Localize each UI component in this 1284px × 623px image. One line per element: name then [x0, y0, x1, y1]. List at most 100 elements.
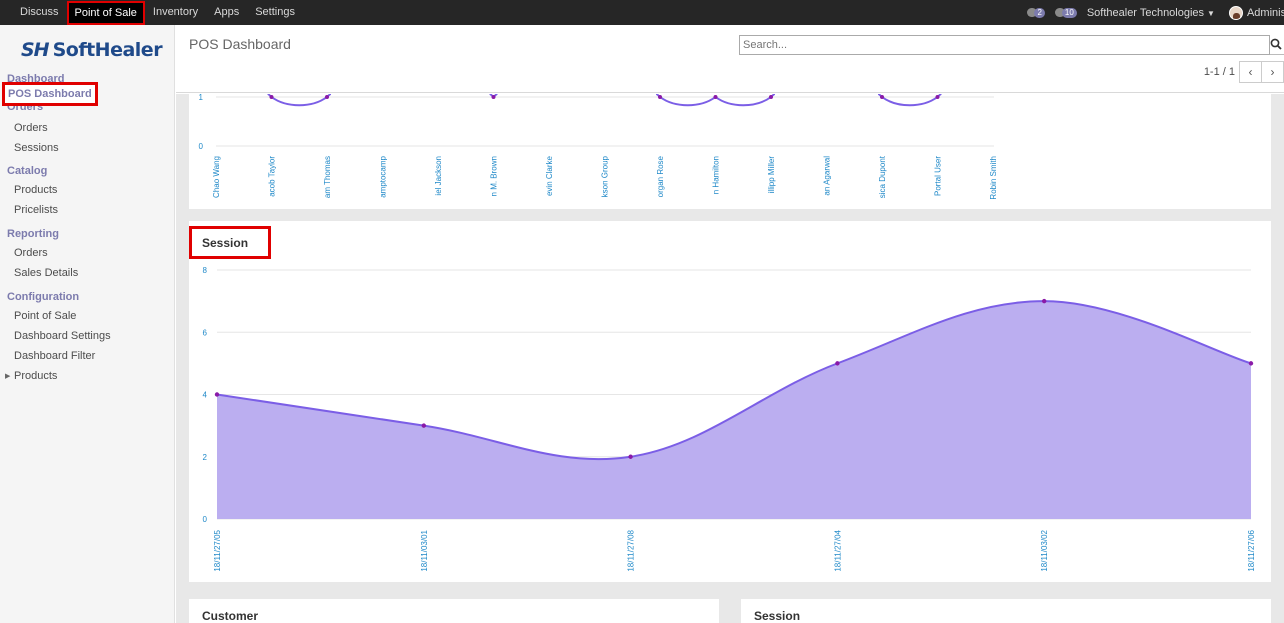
menu-item-inventory[interactable]: Inventory — [152, 6, 199, 18]
session-card: Session — [741, 599, 1271, 623]
systray: 2 10 Softhealer Technologies▼ Administra… — [1027, 0, 1284, 25]
data-point — [769, 95, 773, 99]
y-tick-label: 1 — [199, 94, 204, 102]
menu-item-settings[interactable]: Settings — [255, 6, 295, 18]
activity-count: 2 — [1034, 7, 1045, 18]
control-panel: POS Dashboard 1-1 / 1 ‹ › — [176, 25, 1284, 93]
pager-next-button[interactable]: › — [1261, 61, 1284, 83]
sidebar-item-point-of-sale[interactable]: Point of Sale — [14, 310, 77, 322]
x-tick-label: amptocamp — [379, 155, 388, 197]
company-logo: SH SoftHealer — [21, 39, 163, 61]
data-point — [1042, 298, 1047, 304]
customer-line-chart: 0 1 Chao Wang acob Taylor am Thomas amptocamp… — [199, 94, 998, 200]
x-tick-label: sica Dupont — [878, 155, 887, 198]
x-tick-label: acob Taylor — [268, 156, 277, 197]
session-area-chart: 0 2 4 6 8 18/11/27/05 18/11/03/01 18/11/27/08 18… — [203, 266, 1256, 572]
y-tick-label: 6 — [203, 328, 208, 337]
menu-item-point-of-sale[interactable]: Point of Sale — [66, 1, 145, 25]
caret-right-icon[interactable]: ▶ — [5, 373, 11, 380]
message-count: 10 — [1061, 7, 1077, 18]
sidebar-item-orders[interactable]: Orders — [14, 122, 48, 134]
series-line — [270, 96, 328, 107]
pager-value[interactable]: 1-1 / 1 — [1203, 66, 1235, 78]
x-tick-label: 18/11/27/06 — [1247, 529, 1256, 571]
session-chart-title: Session — [189, 226, 272, 259]
caret-down-icon: ▼ — [1207, 8, 1215, 18]
data-point — [628, 454, 633, 459]
menu-item-apps[interactable]: Apps — [214, 6, 240, 18]
session-card-title: Session — [754, 609, 801, 623]
data-point — [269, 95, 274, 99]
sidebar-section-catalog[interactable]: Catalog — [7, 165, 48, 177]
sidebar-item-products[interactable]: Products — [14, 184, 58, 196]
y-tick-label: 8 — [203, 266, 208, 275]
customer-card-title: Customer — [202, 609, 259, 623]
x-tick-label: evin Clarke — [545, 155, 554, 196]
company-switcher[interactable]: Softhealer Technologies ▼ — [1087, 7, 1215, 19]
series-line — [881, 96, 939, 107]
dashboard-content: 0 1 Chao Wang acob Taylor am Thomas amptocamp… — [176, 94, 1284, 623]
y-tick-label: 2 — [203, 453, 208, 462]
menu-item-discuss[interactable]: Discuss — [20, 6, 59, 18]
x-tick-label: 18/11/27/04 — [833, 529, 842, 571]
sidebar-item-reporting-orders[interactable]: Orders — [14, 247, 48, 259]
data-point — [880, 95, 884, 99]
sidebar-item-pos-dashboard[interactable]: POS Dashboard — [2, 82, 98, 106]
x-tick-label: 18/11/03/01 — [420, 529, 429, 571]
search-input[interactable] — [739, 34, 1270, 55]
data-point — [325, 95, 329, 99]
x-tick-label: 18/11/27/08 — [627, 529, 636, 571]
x-tick-label: illipp Miller — [767, 156, 776, 194]
x-tick-label: iel Jackson — [434, 156, 443, 196]
sidebar-item-sessions[interactable]: Sessions — [14, 142, 59, 154]
app-menu: Discuss Point of Sale Inventory Apps Setting… — [0, 0, 303, 25]
data-point — [935, 95, 940, 99]
activity-button[interactable]: 2 — [1027, 7, 1045, 18]
pager: 1-1 / 1 ‹ › — [1204, 61, 1284, 83]
x-tick-label: 18/11/03/02 — [1040, 529, 1049, 571]
x-tick-label: n Hamilton — [712, 156, 721, 194]
data-point — [835, 361, 840, 366]
x-tick-label: n M. Brown — [490, 156, 499, 196]
x-tick-label: am Thomas — [323, 156, 332, 198]
series-area — [217, 301, 1251, 519]
data-point — [491, 95, 496, 99]
messaging-button[interactable]: 10 — [1054, 7, 1077, 18]
customer-chart-card: 0 1 Chao Wang acob Taylor am Thomas amptocamp… — [189, 94, 1271, 209]
sidebar-item-dashboard-filter[interactable]: Dashboard Filter — [14, 350, 96, 362]
chat-icon — [1054, 8, 1065, 17]
x-tick-label: 18/11/27/05 — [213, 529, 222, 571]
series-line — [659, 96, 717, 107]
sidebar-item-sales-details[interactable]: Sales Details — [14, 267, 79, 279]
sidebar-item-dashboard-settings[interactable]: Dashboard Settings — [14, 330, 111, 342]
user-menu[interactable]: Administrat — [1228, 5, 1284, 20]
y-tick-label: 0 — [199, 142, 204, 151]
logo-mark: SH — [21, 39, 50, 61]
clock-icon — [1027, 8, 1038, 17]
data-point — [713, 95, 718, 99]
x-tick-label: an Agarwal — [823, 156, 832, 196]
search-icon[interactable] — [1270, 38, 1282, 50]
sidebar-item-pricelists[interactable]: Pricelists — [14, 204, 59, 216]
x-tick-label: Robin Smith — [989, 156, 998, 200]
pager-previous-button[interactable]: ‹ — [1239, 61, 1262, 83]
x-tick-label: Chao Wang — [212, 156, 221, 198]
x-tick-label: Portal User — [934, 156, 943, 196]
avatar — [1228, 5, 1243, 20]
sidebar-section-configuration[interactable]: Configuration — [7, 291, 80, 303]
customer-card: Customer — [189, 599, 719, 623]
top-navbar: Discuss Point of Sale Inventory Apps Setting… — [0, 0, 1284, 25]
series-line — [216, 300, 1252, 461]
sidebar-section-reporting[interactable]: Reporting — [7, 228, 59, 240]
data-point — [421, 423, 426, 428]
company-name: Softhealer Technologies — [1086, 6, 1205, 19]
sidebar: SH SoftHealer Dashboard Orders POS Dashb… — [0, 25, 175, 623]
sidebar-item-config-products[interactable]: Products — [14, 370, 58, 382]
y-tick-label: 0 — [203, 515, 208, 524]
y-tick-label: 4 — [203, 391, 208, 400]
search-bar — [739, 34, 1284, 55]
data-point — [1248, 361, 1254, 366]
session-chart-card: Session 0 2 4 6 8 18/11/27/05 18/11/03/01 18/11… — [189, 221, 1271, 582]
data-point — [214, 392, 220, 397]
logo-text: SoftHealer — [52, 39, 163, 61]
